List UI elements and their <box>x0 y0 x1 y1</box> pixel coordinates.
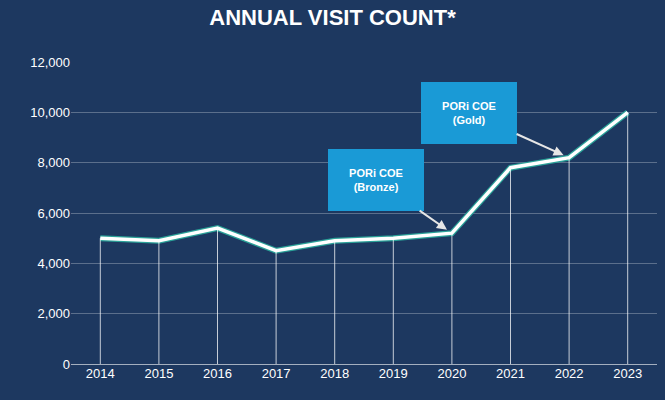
svg-text:8,000: 8,000 <box>37 155 70 170</box>
svg-text:2018: 2018 <box>320 366 349 381</box>
svg-text:2,000: 2,000 <box>37 306 70 321</box>
svg-text:6,000: 6,000 <box>37 206 70 221</box>
svg-text:10,000: 10,000 <box>30 105 70 120</box>
svg-text:2020: 2020 <box>437 366 466 381</box>
svg-text:2015: 2015 <box>144 366 173 381</box>
svg-text:ANNUAL VISIT COUNT*: ANNUAL VISIT COUNT* <box>209 5 456 30</box>
svg-text:2019: 2019 <box>379 366 408 381</box>
svg-text:2016: 2016 <box>203 366 232 381</box>
svg-text:2023: 2023 <box>613 366 642 381</box>
svg-text:PORi COE(Bronze): PORi COE(Bronze) <box>349 167 403 193</box>
svg-text:PORi COE(Gold): PORi COE(Gold) <box>442 100 496 126</box>
svg-text:2022: 2022 <box>555 366 584 381</box>
svg-text:12,000: 12,000 <box>30 55 70 70</box>
svg-text:2014: 2014 <box>86 366 115 381</box>
svg-text:4,000: 4,000 <box>37 256 70 271</box>
svg-text:2021: 2021 <box>496 366 525 381</box>
svg-text:2017: 2017 <box>262 366 291 381</box>
svg-text:0: 0 <box>63 357 70 372</box>
